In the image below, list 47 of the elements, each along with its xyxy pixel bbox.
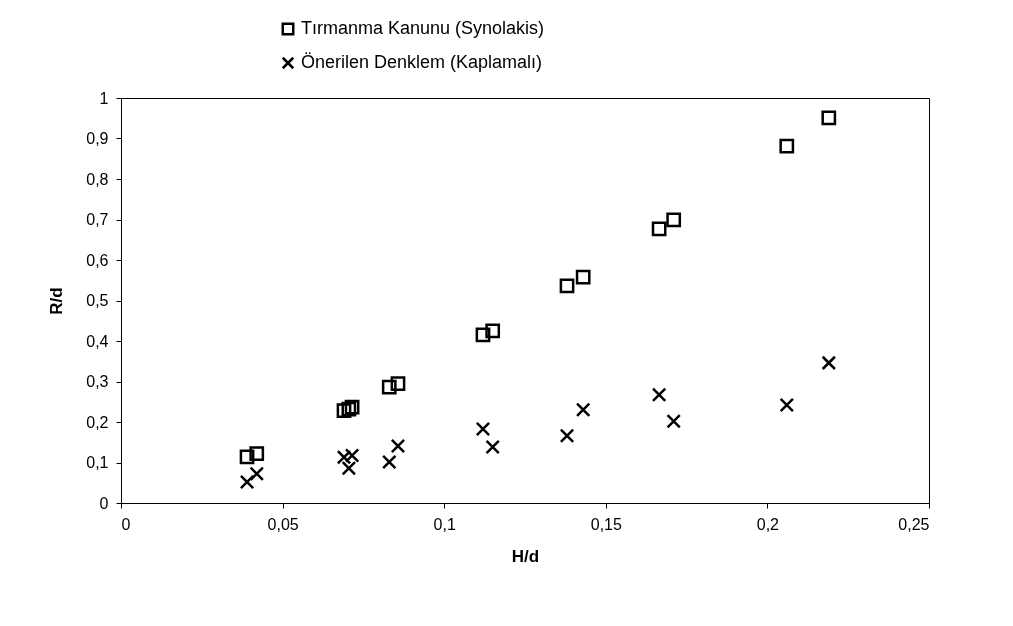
y-tick-label: 0,2 — [86, 413, 109, 431]
y-tick-label: 0,6 — [86, 251, 109, 269]
point — [575, 269, 591, 285]
y-tick-label: 1 — [99, 89, 109, 107]
y-tick-label: 0,8 — [86, 170, 109, 188]
point — [666, 212, 682, 228]
y-tick-label: 0,5 — [86, 292, 109, 309]
point — [651, 387, 667, 403]
y-tick-label: 0,9 — [86, 130, 109, 147]
point — [485, 439, 501, 455]
point — [390, 376, 406, 391]
point — [341, 460, 357, 476]
point — [336, 403, 352, 419]
y-tick-label: 0,3 — [86, 373, 109, 390]
y-tick-label: 0,1 — [86, 454, 109, 471]
point — [559, 278, 575, 294]
point — [821, 355, 837, 371]
point — [381, 379, 397, 395]
point — [249, 446, 265, 461]
y-tick-label: 0,4 — [86, 332, 109, 350]
x-tick-label: 0,2 — [756, 515, 780, 533]
point — [239, 449, 255, 465]
legend-label: Tırmanma Kanunu (Synolakis) — [301, 18, 545, 38]
y-axis-title: R/d — [47, 287, 67, 315]
point — [381, 454, 397, 470]
x-tick-label: 0,05 — [267, 515, 299, 533]
point — [779, 138, 795, 154]
point — [666, 413, 682, 429]
point — [821, 110, 837, 126]
point — [485, 323, 501, 339]
point — [390, 438, 406, 454]
x-tick-label: 0,15 — [590, 515, 622, 533]
point — [559, 428, 575, 444]
y-tick-label: 0 — [99, 494, 109, 512]
point — [239, 474, 255, 490]
legend-label: Önerilen Denklem (Kaplamalı) — [301, 52, 543, 72]
x-tick-label: 0,25 — [898, 515, 930, 533]
point — [249, 466, 265, 482]
point — [575, 402, 591, 418]
point — [651, 221, 667, 237]
point — [475, 327, 491, 343]
point — [475, 421, 491, 437]
x-axis-title: H/d — [511, 546, 540, 566]
y-tick-label: 0,7 — [86, 211, 109, 228]
x-tick-label: 0 — [121, 515, 131, 533]
point — [779, 397, 795, 413]
x-tick-label: 0,1 — [433, 515, 456, 533]
